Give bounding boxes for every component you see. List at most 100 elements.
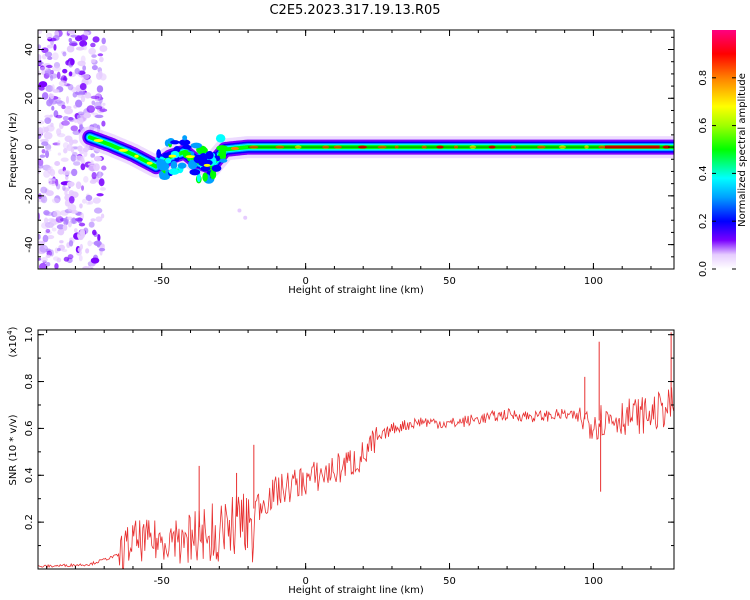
noise-blob [101,165,107,171]
spectral-blob [218,150,227,155]
spectral-blob [168,168,180,175]
noise-blob [45,64,53,69]
noise-blob [70,147,75,153]
noise-blob [56,128,62,136]
noise-blob [98,171,102,179]
noise-blob [62,51,67,57]
noise-blob [92,36,100,43]
snr-series-line [38,387,674,569]
noise-blob [38,257,42,261]
noise-blob [49,93,54,100]
noise-blob [243,215,248,220]
noise-blob [98,70,103,78]
noise-blob [38,30,43,35]
colorbar-ticks: 0.0 0.2 0.4 0.6 0.8 [698,70,736,277]
noise-blob [56,183,61,190]
noise-blob [38,163,44,169]
colorbar: 0.0 0.2 0.4 0.6 0.8 Normalized spectral ampl… [698,30,748,277]
spectral-peak [146,161,153,165]
noise-blob [68,240,74,247]
noise-blob [41,149,46,154]
noise-blob [85,194,93,202]
noise-blob [61,248,68,253]
noise-blob [77,94,84,98]
noise-blob [54,262,59,269]
noise-blob [53,43,57,51]
noise-blob [66,45,75,53]
noise-blob [79,40,88,47]
colorbar-label: Normalized spectral amplitude [737,73,748,227]
spectral-peak [168,154,177,158]
noise-blob [93,163,100,172]
noise-blob [45,254,51,259]
noise-blob [61,104,66,110]
noise-blob [237,208,242,213]
noise-blob [100,213,105,219]
noise-blob [92,229,97,236]
noise-blob [40,257,48,263]
noise-blob [87,162,96,167]
x-tick-label: -50 [154,576,170,587]
noise-blob [67,30,76,34]
noise-blob [50,178,57,186]
noise-blob [62,115,70,121]
spectral-blob [182,144,192,150]
noise-blob [50,249,54,257]
noise-blob [75,99,83,108]
spectral-blob [200,147,208,154]
y-tick-label: 0.2 [24,514,35,530]
x-tick-label: 0 [302,276,308,287]
colorbar-tick-label: 0.4 [698,165,709,181]
noise-blob [90,257,100,264]
noise-blob [45,190,54,197]
noise-blob [90,42,96,48]
spectral-blob [189,168,201,176]
noise-blob [43,131,53,140]
spectral-blob [190,142,203,149]
noise-blob [99,108,108,112]
noise-blob [56,248,61,252]
noise-blob [96,85,104,93]
noise-blob [55,114,63,119]
snr-multiplier-base: (x10 [8,335,19,358]
spectral-blob [202,172,208,182]
noise-blob [60,157,69,162]
noise-blob [64,107,73,115]
spectral-peak [118,148,129,152]
spectral-blob [177,162,187,169]
noise-blob [57,139,61,147]
noise-blob [41,222,50,229]
noise-blob [56,257,62,263]
noise-blob [78,254,83,262]
y-tick-label: 20 [24,92,35,105]
svg-text:(x104): (x104) [6,326,19,357]
y-tick-label: 0.4 [24,467,35,483]
noise-blob [39,154,46,158]
noise-blob [43,217,49,224]
noise-blob [67,83,74,91]
noise-blob [42,234,49,243]
noise-blob [90,58,96,63]
noise-blob [45,84,54,93]
spectrogram-image [38,30,674,269]
noise-blob [38,233,41,240]
noise-blob [79,149,84,155]
noise-blob [98,247,106,252]
spectral-blob [157,162,170,171]
noise-blob [99,45,108,52]
noise-blob [91,54,97,58]
noise-blob [53,210,62,218]
noise-blob [90,153,96,158]
noise-blob [90,95,100,100]
noise-blob [78,90,86,96]
noise-blob [38,262,48,269]
noise-blob [51,105,55,111]
figure-title: C2E5.2023.317.19.13.R05 [269,3,440,18]
noise-blob [81,185,85,191]
snr-panel: -50 0 50 100 0.2 0.4 0.6 0.8 1.0 Height of strai… [6,326,675,596]
noise-blob [86,105,96,113]
noise-blob [70,34,78,38]
noise-blob [66,181,75,188]
noise-blob [95,216,103,222]
